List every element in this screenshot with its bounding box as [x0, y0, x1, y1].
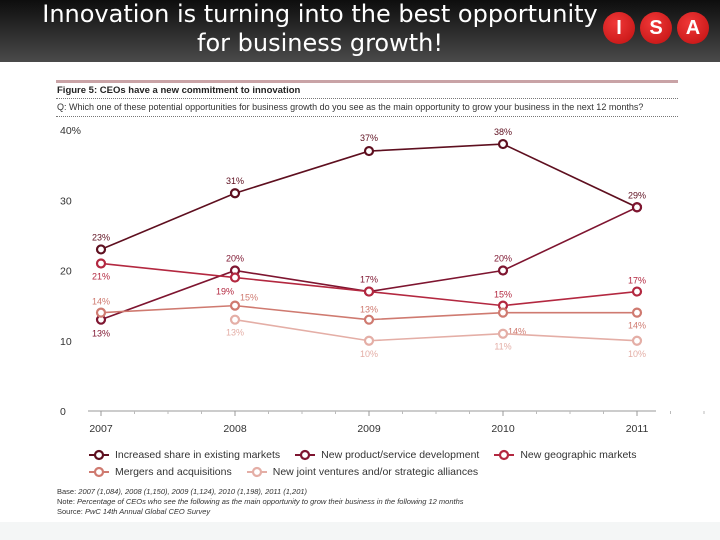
x-tick-label: 2010 — [491, 423, 515, 435]
data-point — [363, 286, 375, 297]
data-label: 17% — [628, 276, 646, 286]
data-label: 14% — [92, 297, 110, 307]
legend-marker — [499, 449, 510, 460]
data-label: 15% — [494, 290, 512, 300]
data-point — [363, 145, 375, 157]
top-rule — [56, 80, 678, 83]
legend: Increased share in existing markets New … — [88, 446, 636, 480]
data-point — [95, 307, 107, 318]
data-label: 29% — [628, 190, 646, 200]
series-3: 14% 15% 13% 14% 14% — [92, 293, 646, 337]
data-label: 13% — [92, 329, 110, 339]
data-point — [95, 258, 107, 269]
x-tick-label: 2007 — [89, 423, 113, 435]
legend-label: New joint ventures and/or strategic alli… — [272, 465, 479, 478]
x-tick-label: 2009 — [357, 423, 381, 435]
source-text: PwC 14th Annual Global CEO Survey — [84, 507, 211, 516]
legend-item: New joint ventures and/or strategic alli… — [246, 466, 478, 478]
y-tick-label: 20 — [60, 266, 72, 278]
x-tick-label: 2008 — [223, 423, 247, 435]
data-label: 19% — [216, 287, 234, 297]
legend-marker — [93, 466, 105, 477]
footer-strip — [0, 522, 720, 540]
data-label: 37% — [360, 133, 378, 143]
data-point — [229, 314, 241, 325]
data-label: 23% — [92, 232, 110, 242]
data-point — [363, 335, 375, 346]
logo-letter: S — [640, 12, 672, 44]
data-point — [229, 188, 241, 199]
series-line — [100, 143, 638, 251]
series-line — [100, 206, 638, 321]
data-point — [631, 286, 643, 297]
divider — [56, 116, 678, 117]
series-2: 21% 19% 15% 17% — [92, 258, 646, 311]
data-label: 11% — [494, 342, 511, 352]
slide-header: Innovation is turning into the best oppo… — [0, 0, 720, 62]
series-0: 23% 31% 37% 38% 29% — [92, 127, 646, 255]
legend-item: Mergers and acquisitions — [88, 466, 232, 478]
base-text: 2007 (1,084), 2008 (1,150), 2009 (1,124)… — [78, 487, 308, 496]
data-label: 20% — [226, 254, 244, 264]
legend-item: New geographic markets — [493, 449, 636, 461]
y-tick-label: 0 — [60, 406, 66, 418]
data-point — [497, 328, 509, 339]
divider — [56, 98, 678, 99]
data-point — [631, 307, 643, 318]
legend-item: New product/service development — [294, 449, 479, 461]
data-label: 14% — [508, 327, 526, 337]
data-point — [229, 272, 241, 283]
data-label: 38% — [494, 127, 512, 137]
data-point — [497, 265, 509, 276]
chart-notes: Base: 2007 (1,084), 2008 (1,150), 2009 (… — [57, 487, 464, 517]
source-label: Source: — [57, 507, 83, 516]
data-label: 15% — [240, 293, 258, 303]
data-label: 13% — [360, 305, 378, 315]
data-label: 17% — [360, 275, 378, 285]
isa-logo: I S A — [603, 12, 709, 44]
legend-label: New geographic markets — [520, 448, 637, 461]
legend-label: New product/service development — [321, 448, 480, 461]
figure-title: Figure 5: CEOs have a new commitment to … — [57, 85, 301, 96]
legend-label: Increased share in existing markets — [115, 448, 281, 461]
survey-question: Q: Which one of these potential opportun… — [57, 102, 644, 112]
data-label: 10% — [628, 349, 646, 359]
content-panel — [0, 62, 720, 522]
data-point — [497, 307, 509, 318]
data-point — [95, 244, 107, 255]
legend-marker — [251, 466, 262, 477]
y-tick-label: 10 — [60, 336, 72, 348]
slide-title: Innovation is turning into the best oppo… — [42, 0, 598, 57]
data-point — [497, 138, 509, 150]
note-text: Percentage of CEOs who see the following… — [77, 497, 464, 506]
data-label: 21% — [92, 271, 110, 281]
y-tick-label: 30 — [60, 195, 72, 207]
data-label: 13% — [226, 328, 244, 338]
legend-item: Increased share in existing markets — [88, 449, 280, 461]
base-label: Base: — [57, 487, 77, 496]
data-label: 20% — [494, 254, 512, 264]
data-point — [631, 335, 643, 346]
data-point — [229, 300, 241, 311]
logo-letter: I — [603, 12, 635, 44]
y-tick-label: 40% — [60, 125, 81, 137]
data-point — [631, 202, 643, 213]
data-label: 10% — [360, 349, 378, 359]
series-line — [234, 318, 638, 342]
x-tick-label: 2011 — [626, 423, 649, 435]
data-label: 31% — [226, 176, 244, 186]
legend-label: Mergers and acquisitions — [115, 465, 232, 478]
logo-letter: A — [677, 12, 709, 44]
note-label: Note: — [57, 497, 75, 506]
legend-marker — [93, 449, 105, 460]
legend-marker — [300, 449, 311, 460]
series-4: 13% 10% 11% 10% — [226, 314, 646, 359]
data-point — [363, 314, 375, 325]
data-label: 14% — [628, 321, 646, 331]
